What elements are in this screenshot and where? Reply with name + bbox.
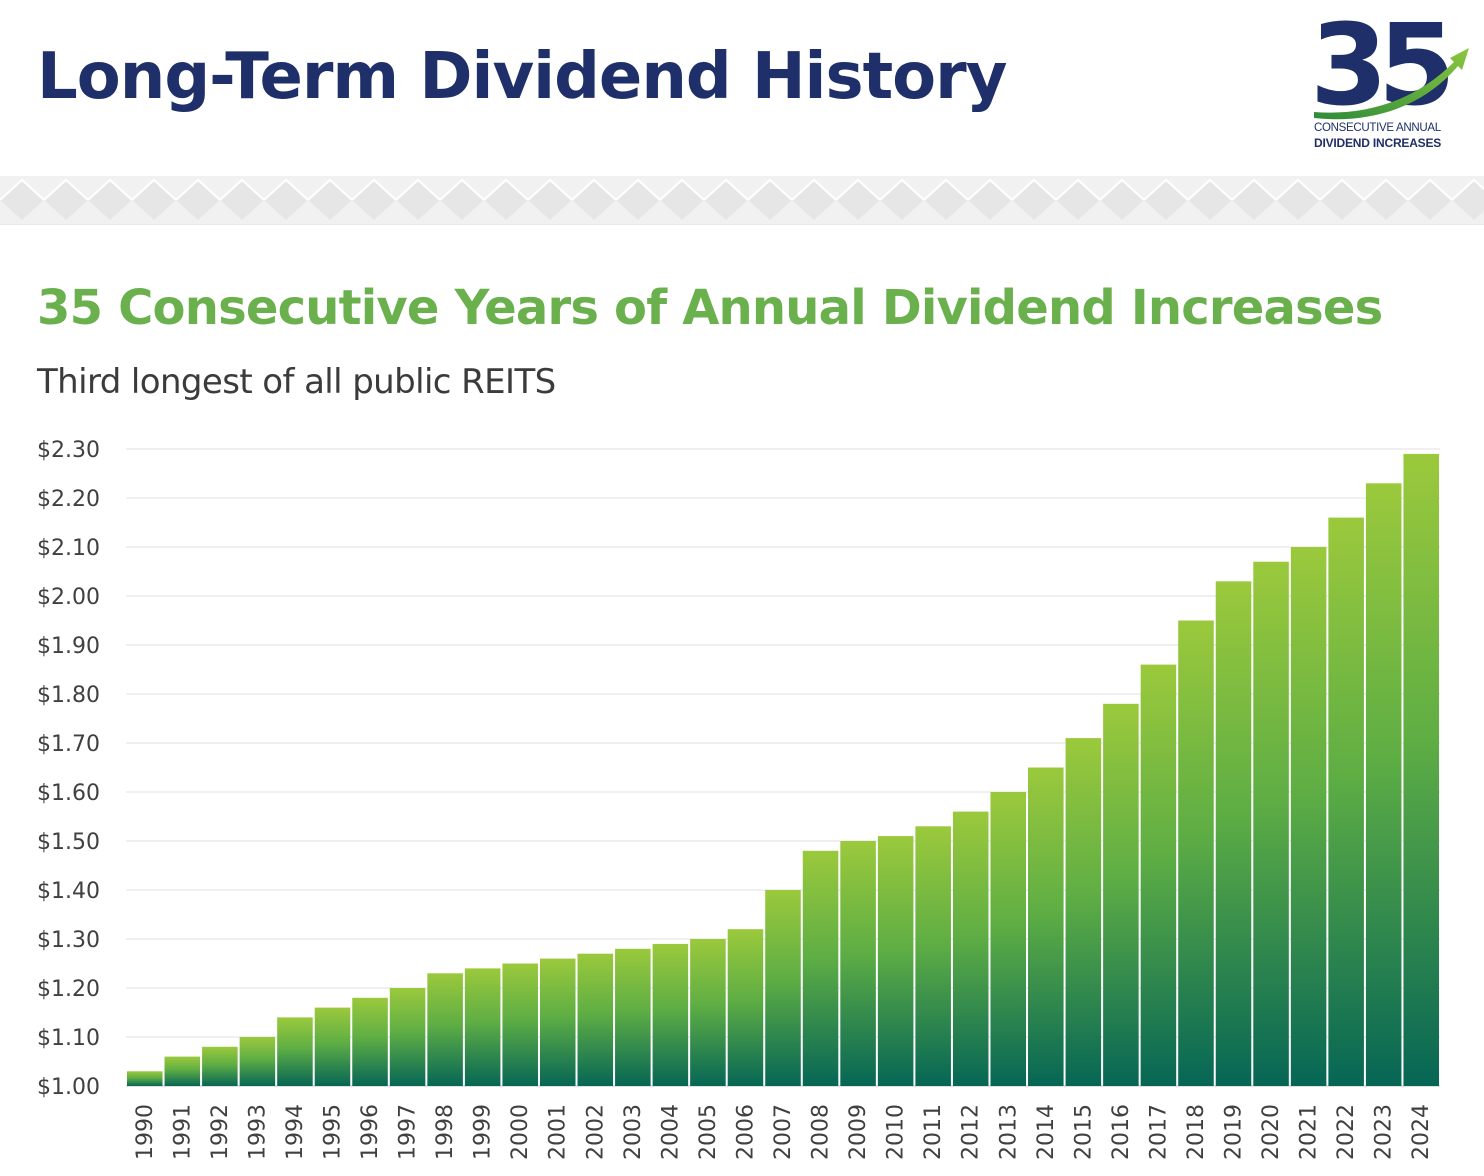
bar-2019 [1215, 581, 1252, 1086]
bar-2016 [1103, 703, 1139, 1086]
bar-2009 [840, 841, 876, 1086]
bar-2014 [1028, 767, 1064, 1086]
bar-2003 [615, 948, 651, 1086]
bar-2013 [990, 792, 1027, 1086]
x-tick-label: 2004 [658, 1104, 683, 1160]
x-tick-label: 1998 [433, 1104, 458, 1160]
bar-2001 [539, 958, 576, 1086]
logo-caption-line2: DIVIDEND INCREASES [1314, 136, 1442, 150]
bar-2008 [802, 850, 839, 1086]
bar-2010 [877, 836, 914, 1086]
x-tick-label: 2003 [621, 1104, 646, 1160]
x-tick-label: 2005 [696, 1104, 721, 1160]
bar-1995 [314, 1007, 351, 1086]
x-tick-label: 2021 [1297, 1104, 1322, 1160]
x-tick-label: 2016 [1109, 1104, 1134, 1160]
x-tick-label: 2012 [959, 1104, 984, 1160]
x-tick-label: 2007 [771, 1104, 796, 1160]
y-tick-label: $2.00 [37, 585, 100, 610]
bar-1997 [389, 988, 426, 1086]
x-tick-label: 1992 [208, 1104, 233, 1160]
y-tick-label: $1.00 [37, 1075, 100, 1100]
x-tick-label: 1994 [283, 1104, 308, 1160]
x-tick-label: 2017 [1146, 1104, 1171, 1160]
x-tick-label: 1997 [396, 1104, 421, 1160]
bar-2023 [1365, 483, 1402, 1086]
x-axis: 1990 1991 1992 1993 1994 1995 1996 1997 1998 1999… [133, 1104, 1434, 1160]
x-tick-label: 2009 [846, 1104, 871, 1160]
bars [127, 453, 1439, 1086]
bar-2021 [1290, 547, 1327, 1086]
x-tick-label: 1995 [320, 1104, 345, 1160]
y-tick-label: $1.30 [37, 928, 100, 953]
bar-1993 [239, 1037, 276, 1086]
bar-2004 [652, 943, 689, 1086]
x-tick-label: 1999 [471, 1104, 496, 1160]
header: Long-Term Dividend History 35 CONSECUTIV… [0, 0, 1484, 176]
chart-subtitle: Third longest of all public REITS [37, 362, 556, 402]
x-tick-label: 2023 [1372, 1104, 1397, 1160]
bar-2007 [765, 890, 801, 1086]
logo-caption-line1: CONSECUTIVE ANNUAL [1314, 122, 1441, 134]
x-tick-label: 1996 [358, 1104, 383, 1160]
bar-1998 [427, 973, 463, 1086]
y-tick-label: $1.10 [37, 1026, 100, 1051]
x-tick-label: 2011 [921, 1104, 946, 1160]
y-tick-label: $2.30 [37, 438, 100, 463]
x-tick-label: 2013 [996, 1104, 1021, 1160]
x-tick-label: 2010 [884, 1104, 909, 1160]
y-tick-label: $1.60 [37, 781, 100, 806]
y-tick-label: $1.90 [37, 634, 100, 659]
chart-title: 35 Consecutive Years of Annual Dividend … [37, 280, 1383, 336]
y-tick-label: $1.40 [37, 879, 100, 904]
x-tick-label: 1993 [245, 1104, 270, 1160]
x-tick-label: 2000 [508, 1104, 533, 1160]
x-tick-label: 2022 [1334, 1104, 1359, 1160]
bar-1990 [127, 1071, 163, 1086]
y-tick-label: $2.20 [37, 487, 100, 512]
y-tick-label: $1.50 [37, 830, 100, 855]
bar-2012 [952, 811, 989, 1086]
y-tick-label: $1.80 [37, 683, 100, 708]
y-tick-label: $1.70 [37, 732, 100, 757]
x-tick-label: 2018 [1184, 1104, 1209, 1160]
bar-2017 [1140, 664, 1177, 1086]
bar-1992 [202, 1046, 238, 1086]
y-tick-label: $2.10 [37, 536, 100, 561]
bar-1991 [164, 1056, 201, 1086]
bar-1996 [352, 997, 388, 1086]
logo: 35 [1310, 12, 1469, 131]
bar-1999 [464, 968, 501, 1086]
y-axis: $1.00 $1.10 $1.20 $1.30 $1.40 $1.50 $1.60 $1.70… [37, 438, 100, 1100]
x-tick-label: 2024 [1409, 1104, 1434, 1160]
decorative-band [0, 176, 1484, 225]
x-tick-label: 1991 [170, 1104, 195, 1160]
bar-2006 [727, 929, 764, 1086]
bar-2000 [502, 963, 538, 1086]
bar-2020 [1253, 561, 1289, 1086]
x-tick-label: 2001 [546, 1104, 571, 1160]
x-tick-label: 2002 [583, 1104, 608, 1160]
bar-2011 [915, 826, 951, 1086]
y-tick-label: $1.20 [37, 977, 100, 1002]
x-tick-label: 2015 [1071, 1104, 1096, 1160]
bar-2005 [690, 939, 726, 1086]
x-tick-label: 2008 [809, 1104, 834, 1160]
bar-2002 [577, 953, 614, 1086]
bar-2024 [1403, 453, 1439, 1086]
page-title: Long-Term Dividend History [37, 40, 1007, 114]
rising-arrow-icon [1314, 48, 1469, 120]
x-tick-label: 2020 [1259, 1104, 1284, 1160]
x-tick-label: 1990 [133, 1104, 158, 1160]
x-tick-label: 2019 [1222, 1104, 1247, 1160]
bar-2018 [1178, 620, 1214, 1086]
x-tick-label: 2006 [733, 1104, 758, 1160]
bar-1994 [277, 1017, 313, 1086]
x-tick-label: 2014 [1034, 1104, 1059, 1160]
bar-2015 [1065, 738, 1102, 1086]
bar-2022 [1328, 517, 1364, 1086]
